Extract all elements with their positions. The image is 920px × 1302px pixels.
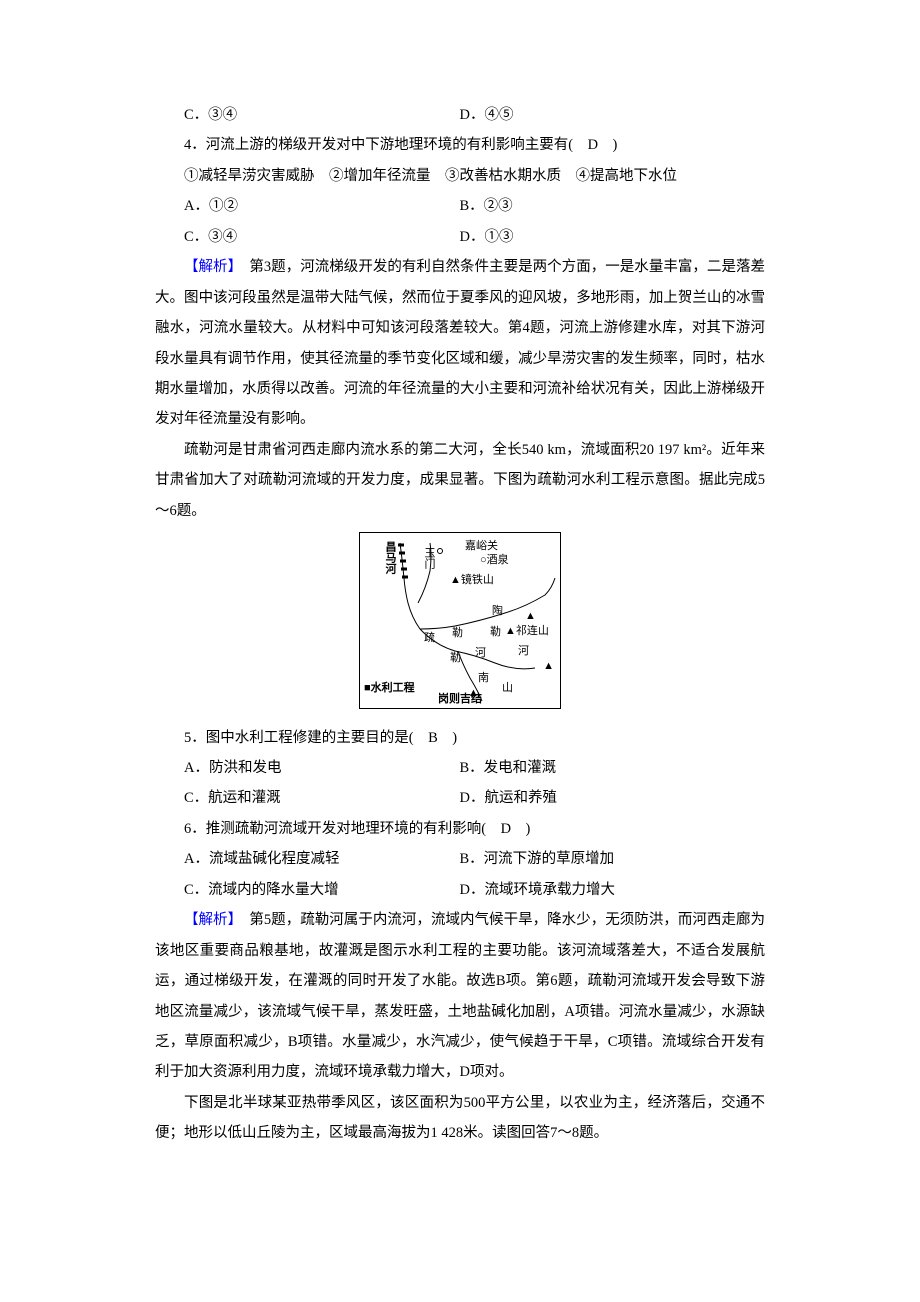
- analysis-1-text: 第3题，河流梯级开发的有利自然条件主要是两个方面，一是水量丰富，二是落差大。图中…: [155, 259, 765, 427]
- map-shan: 山: [502, 683, 513, 694]
- q6-options-cd: C．流域内的降水量大增 D．流域环境承载力增大: [155, 875, 765, 905]
- map-gangzeji: 岗则吉结: [438, 694, 482, 705]
- q4-optD: D．①③: [460, 222, 514, 252]
- q4-optC: C．③④: [184, 222, 460, 252]
- map-triangle2: ▲: [543, 661, 554, 672]
- map-shu: 疏: [424, 633, 435, 644]
- q4-options-cd: C．③④ D．①③: [155, 222, 765, 252]
- q6-stem: 6．推测疏勒河流域开发对地理环境的有利影响( D ): [155, 814, 765, 844]
- q3-optC: C．③④: [184, 100, 460, 130]
- q6-optC: C．流域内的降水量大增: [184, 875, 460, 905]
- map-he2: 河: [475, 648, 486, 659]
- q5-optB: B．发电和灌溉: [460, 753, 557, 783]
- map-le3: 勒: [450, 653, 461, 664]
- q5-options-cd: C．航运和灌溉 D．航运和养殖: [155, 783, 765, 813]
- map-figure: 昌马河 玉门 嘉峪关 ○酒泉 ▲镜铁山 陶 勒 河 ▲ ▲祁连山 疏 勒 河 勒…: [155, 532, 765, 720]
- q5-optC: C．航运和灌溉: [184, 783, 460, 813]
- map-nan: 南: [478, 673, 489, 684]
- analysis-2-text: 第5题，疏勒河属于内流河，流域内气候干旱，降水少，无须防洪，而河西走廊为该地区重…: [155, 912, 765, 1080]
- q6-optD: D．流域环境承载力增大: [460, 875, 615, 905]
- map-qilian: ▲祁连山: [505, 626, 549, 637]
- q5-stem: 5．图中水利工程修建的主要目的是( B ): [155, 723, 765, 753]
- q4-optA: A．①②: [184, 191, 460, 221]
- q4-circled: ①减轻旱涝灾害威胁 ②增加年径流量 ③改善枯水期水质 ④提高地下水位: [155, 161, 765, 191]
- q5-options-ab: A．防洪和发电 B．发电和灌溉: [155, 753, 765, 783]
- q6-optA: A．流域盐碱化程度减轻: [184, 844, 460, 874]
- map-yumen: 玉门: [423, 547, 434, 569]
- map-le2: 勒: [452, 628, 463, 639]
- context-3: 下图是北半球某亚热带季风区，该区面积为500平方公里，以农业为主，经济落后，交通…: [155, 1088, 765, 1149]
- analysis-1-label: 【解析】: [184, 259, 235, 275]
- q6-options-ab: A．流域盐碱化程度减轻 B．河流下游的草原增加: [155, 844, 765, 874]
- q4-optB: B．②③: [460, 191, 513, 221]
- q3-optD: D．④⑤: [460, 100, 514, 130]
- map-tao: 陶: [492, 606, 503, 617]
- map-triangle1: ▲: [525, 611, 536, 622]
- context-2: 疏勒河是甘肃省河西走廊内流水系的第二大河，全长540 km，流域面积20 197…: [155, 435, 765, 526]
- q5-optD: D．航运和养殖: [460, 783, 557, 813]
- map-legend: ■水利工程: [364, 683, 415, 694]
- map-changmahe: 昌马河: [384, 541, 395, 574]
- map-box: 昌马河 玉门 嘉峪关 ○酒泉 ▲镜铁山 陶 勒 河 ▲ ▲祁连山 疏 勒 河 勒…: [359, 532, 561, 709]
- analysis-2: 【解析】 第5题，疏勒河属于内流河，流域内气候干旱，降水少，无须防洪，而河西走廊…: [155, 905, 765, 1088]
- q4-options-ab: A．①② B．②③: [155, 191, 765, 221]
- map-jiayuguan: 嘉峪关: [465, 541, 498, 552]
- q3-options-cd: C．③④ D．④⑤: [155, 100, 765, 130]
- map-jingtieshan: ▲镜铁山: [450, 575, 494, 586]
- map-he1: 河: [518, 646, 529, 657]
- map-jiuquan: ○酒泉: [480, 555, 509, 566]
- map-le1: 勒: [490, 627, 501, 638]
- analysis-2-label: 【解析】: [184, 912, 235, 928]
- q6-optB: B．河流下游的草原增加: [460, 844, 615, 874]
- q4-stem: 4．河流上游的梯级开发对中下游地理环境的有利影响主要有( D ): [155, 130, 765, 160]
- analysis-1: 【解析】 第3题，河流梯级开发的有利自然条件主要是两个方面，一是水量丰富，二是落…: [155, 252, 765, 435]
- q5-optA: A．防洪和发电: [184, 753, 460, 783]
